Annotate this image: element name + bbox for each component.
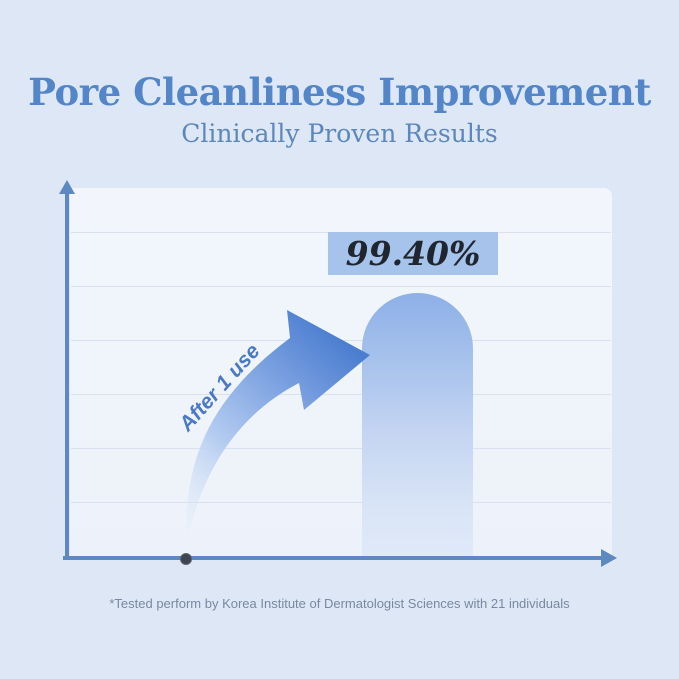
gridline: [71, 340, 611, 341]
x-axis-arrow-icon: [601, 549, 617, 567]
gridline: [71, 448, 611, 449]
y-axis-arrow-icon: [59, 180, 75, 194]
origin-dot: [180, 553, 192, 565]
gridline: [71, 286, 611, 287]
y-axis: [65, 192, 69, 560]
page-title: Pore Cleanliness Improvement: [28, 70, 651, 114]
gridline: [71, 502, 611, 503]
result-bar: [362, 293, 473, 556]
footnote: *Tested perform by Korea Institute of De…: [109, 596, 570, 611]
value-label-box: 99.40%: [328, 232, 498, 275]
value-label: 99.40%: [345, 234, 481, 273]
page-subtitle: Clinically Proven Results: [181, 119, 498, 148]
gridline: [71, 394, 611, 395]
x-axis: [63, 556, 603, 560]
